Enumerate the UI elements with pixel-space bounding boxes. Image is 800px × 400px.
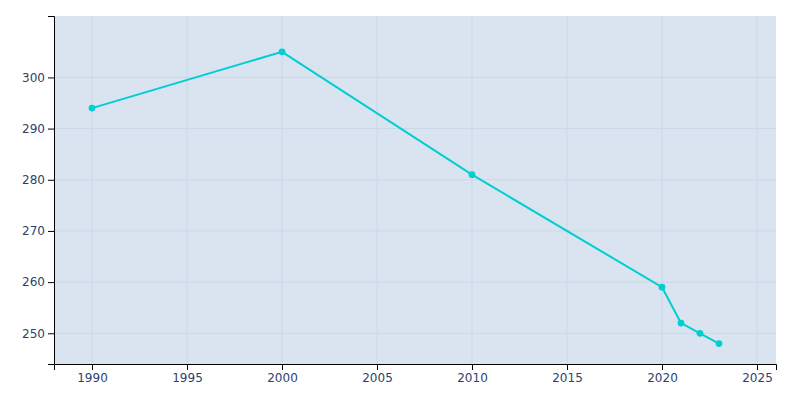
point bbox=[279, 48, 286, 55]
grid-line bbox=[662, 16, 663, 364]
tick-label: 2025 bbox=[742, 371, 773, 385]
tick: 250 bbox=[22, 327, 54, 341]
grid-line bbox=[54, 77, 776, 78]
tick-mark bbox=[567, 364, 568, 370]
grid-line bbox=[54, 333, 776, 334]
tick-label: 2010 bbox=[457, 371, 488, 385]
grid-line bbox=[54, 128, 776, 129]
tick-label: 250 bbox=[22, 327, 45, 341]
axis-line bbox=[48, 17, 55, 365]
tick-mark bbox=[48, 231, 54, 232]
point bbox=[469, 171, 476, 178]
tick-label: 1995 bbox=[172, 371, 203, 385]
grid-line bbox=[54, 230, 776, 231]
grid-line bbox=[54, 179, 776, 180]
tick-mark bbox=[48, 180, 54, 181]
point bbox=[678, 320, 685, 327]
grid-line bbox=[757, 16, 758, 364]
tick-mark bbox=[48, 333, 54, 334]
plot-background bbox=[54, 16, 776, 364]
grid-line bbox=[282, 16, 283, 364]
grid-line bbox=[54, 282, 776, 283]
tick: 1990 bbox=[77, 364, 108, 385]
tick-mark bbox=[662, 364, 663, 370]
tick: 260 bbox=[22, 275, 54, 289]
plot-area: 1990 1995 2000 2005 2010 2015 2020 2025 250 260 27… bbox=[22, 16, 776, 385]
tick: 300 bbox=[22, 71, 54, 85]
grid-line bbox=[92, 16, 93, 364]
series bbox=[89, 48, 723, 346]
tick-label: 2015 bbox=[552, 371, 583, 385]
tick-mark bbox=[472, 364, 473, 370]
tick: 2025 bbox=[742, 364, 773, 385]
tick: 290 bbox=[22, 122, 54, 136]
tick-mark bbox=[377, 364, 378, 370]
chart: 1990 1995 2000 2005 2010 2015 2020 2025 250 260 27… bbox=[0, 0, 800, 400]
grid-line bbox=[472, 16, 473, 364]
grid-line bbox=[377, 16, 378, 364]
tick-mark bbox=[48, 77, 54, 78]
tick-label: 2000 bbox=[267, 371, 298, 385]
axis-line bbox=[55, 365, 777, 371]
tick-mark bbox=[92, 364, 93, 370]
tick-mark bbox=[282, 364, 283, 370]
y-axis: 250 260 270 280 290 300 bbox=[22, 17, 54, 365]
tick: 1995 bbox=[172, 364, 203, 385]
tick: 2000 bbox=[267, 364, 298, 385]
tick-label: 300 bbox=[22, 71, 45, 85]
tick-mark bbox=[48, 282, 54, 283]
tick: 2015 bbox=[552, 364, 583, 385]
point bbox=[716, 340, 723, 347]
tick-label: 2005 bbox=[362, 371, 393, 385]
tick: 2005 bbox=[362, 364, 393, 385]
x-axis: 1990 1995 2000 2005 2010 2015 2020 2025 bbox=[55, 364, 777, 385]
grid bbox=[54, 16, 776, 364]
tick-mark bbox=[48, 129, 54, 130]
tick-label: 270 bbox=[22, 224, 45, 238]
tick-label: 2020 bbox=[647, 371, 678, 385]
tick-label: 260 bbox=[22, 275, 45, 289]
tick: 270 bbox=[22, 224, 54, 238]
tick: 2020 bbox=[647, 364, 678, 385]
line bbox=[92, 52, 719, 344]
tick-label: 290 bbox=[22, 122, 45, 136]
point bbox=[89, 105, 96, 112]
tick-label: 280 bbox=[22, 173, 45, 187]
point bbox=[697, 330, 704, 337]
tick: 2010 bbox=[457, 364, 488, 385]
grid-line bbox=[567, 16, 568, 364]
tick: 280 bbox=[22, 173, 54, 187]
grid-line bbox=[187, 16, 188, 364]
tick-mark bbox=[187, 364, 188, 370]
tick-mark bbox=[757, 364, 758, 370]
tick-label: 1990 bbox=[77, 371, 108, 385]
point bbox=[659, 284, 666, 291]
